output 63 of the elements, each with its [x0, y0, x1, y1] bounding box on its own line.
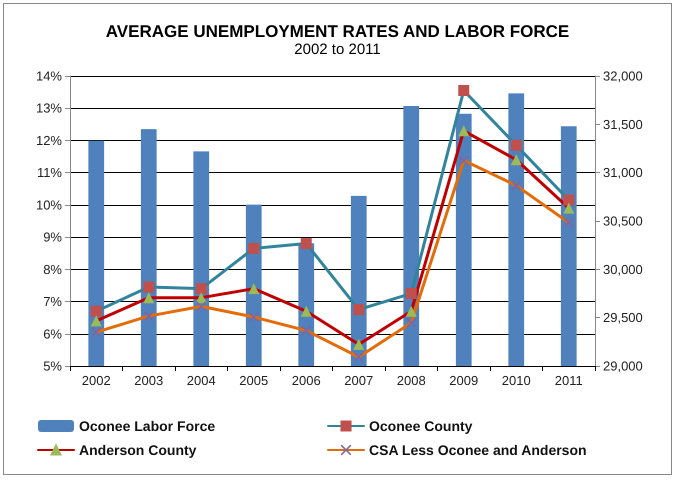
y-tick-label: 11%: [36, 165, 62, 180]
legend-label: CSA Less Oconee and Anderson: [369, 442, 587, 458]
point: [406, 306, 417, 317]
point: [248, 283, 260, 294]
y2-tick-label: 30,000: [603, 262, 643, 277]
y-tick-label: 7%: [43, 294, 62, 310]
y-tick-label: 9%: [43, 230, 62, 245]
chart-title: AVERAGE UNEMPLOYMENT RATES AND LABOR FORCE: [106, 22, 570, 41]
y2-tick-label: 31,500: [603, 116, 643, 132]
point: [458, 125, 470, 136]
chart-subtitle: 2002 to 2011: [294, 41, 381, 58]
point: [406, 318, 416, 328]
point: [511, 180, 522, 191]
legend-label: Oconee Labor Force: [79, 418, 216, 434]
y2-tick-label: 32,000: [603, 68, 643, 84]
point: [90, 315, 102, 326]
y2-tick-label: 30,500: [603, 214, 643, 228]
x-tick-label: 2009: [449, 373, 478, 388]
point: [248, 312, 259, 322]
point: [354, 352, 364, 362]
point: [91, 326, 102, 338]
x-tick-label: 2003: [134, 373, 164, 388]
x-tick-label: 2004: [186, 373, 216, 388]
x-tick-label: 2008: [396, 373, 426, 388]
point: [563, 202, 574, 214]
x-tick-label: 2005: [239, 373, 268, 388]
point: [248, 242, 260, 254]
legend-label: Oconee County: [369, 418, 473, 434]
y-tick-label: 12%: [36, 132, 62, 148]
point: [458, 155, 469, 166]
legend-label: Anderson County: [79, 442, 197, 458]
point: [144, 310, 154, 322]
x-tick-label: 2006: [292, 373, 321, 388]
y-tick-label: 5%: [43, 358, 62, 374]
point: [196, 301, 206, 312]
point: [406, 288, 417, 299]
y-tick-label: 14%: [36, 68, 62, 84]
y2-tick-label: 31,000: [603, 165, 643, 180]
x-tick-label: 2007: [344, 373, 374, 388]
point: [143, 282, 154, 293]
point: [300, 238, 312, 250]
point: [458, 85, 470, 96]
y2-tick-label: 29,500: [603, 310, 643, 326]
point: [510, 154, 522, 166]
x-tick-label: 2010: [502, 373, 531, 388]
point: [143, 292, 154, 304]
point: [563, 194, 574, 206]
y-tick-label: 6%: [43, 326, 62, 342]
x-tick-label: 2002: [82, 373, 111, 388]
point: [301, 325, 312, 336]
y-tick-label: 10%: [36, 197, 62, 212]
point: [353, 304, 364, 316]
point: [510, 140, 522, 151]
y-tick-label: 13%: [36, 100, 62, 116]
point: [196, 292, 207, 304]
x-tick-label: 2011: [554, 373, 583, 388]
y-tick-label: 8%: [43, 262, 62, 277]
y2-tick-label: 29,000: [603, 358, 643, 374]
point: [564, 217, 574, 228]
point: [300, 306, 312, 317]
point: [90, 306, 102, 317]
point: [353, 338, 364, 350]
point: [196, 283, 207, 294]
